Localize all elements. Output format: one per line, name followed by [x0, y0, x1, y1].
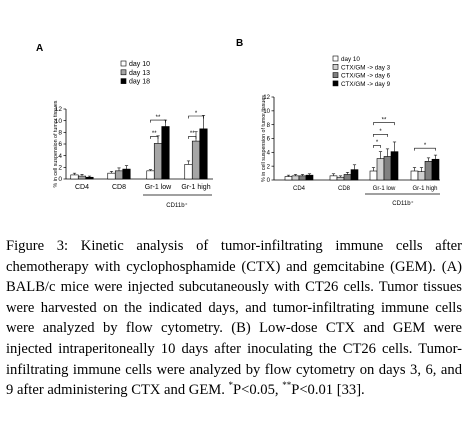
panel-a-bar — [85, 176, 94, 180]
panel-b-category-label: CD4 — [293, 186, 306, 192]
panel-b-y-tick-label: 4 — [267, 151, 271, 157]
panel-a-significance-bracket — [150, 119, 166, 123]
panel-b-bar — [431, 158, 440, 181]
panel-a-y-tick-label: 0 — [58, 176, 62, 183]
panel-b-y-tick-label: 2 — [267, 164, 271, 170]
panel-b-bar — [350, 169, 359, 181]
panel-a-y-tick-label: 2 — [58, 165, 62, 172]
panel-a-significance-bracket — [150, 136, 159, 139]
panel-a-y-tick-label: 12 — [55, 106, 63, 113]
figure-caption: Figure 3: Kinetic analysis of tumor-infi… — [6, 236, 462, 401]
panel-a-significance-mark: ** — [190, 131, 195, 137]
panel-a-significance-mark: ** — [152, 131, 157, 137]
panel-a-category-label: CD4 — [75, 184, 89, 191]
panel-a-bar — [184, 164, 193, 180]
panel-b-significance-bracket — [373, 134, 388, 137]
panel-b-legend-entry: day 10 — [341, 56, 360, 63]
panel-b-legend-entry: CTX/GM -> day 6 — [341, 73, 391, 80]
panel-a-group-label: CD11b⁺ — [166, 202, 187, 209]
panel-b-bar — [298, 175, 307, 181]
panel-a-bar — [77, 175, 87, 180]
panel-a-bar — [122, 168, 131, 180]
panel-b-bar — [305, 174, 314, 181]
caption-lead: Figure 3: — [6, 238, 69, 254]
panel-b-y-axis-label: % in cell suspension of tumor tissues — [261, 95, 267, 182]
panel-b-category-label: Gr-1 low — [373, 186, 396, 192]
panel-a-legend-entry: day 18 — [129, 79, 150, 86]
panel-a-legend-swatch — [120, 69, 127, 76]
panel-b-bar — [376, 158, 385, 181]
panel-a-bar — [191, 140, 201, 180]
panel-b-y-tick-label: 0 — [267, 178, 271, 184]
panel-b-bar — [390, 151, 399, 181]
panel-b-label: B — [236, 38, 243, 49]
panel-b-significance-bracket — [373, 145, 381, 148]
caption-sig1-text: P<0.05, — [233, 382, 283, 399]
panel-b-y-tick-label: 8 — [267, 123, 271, 129]
panel-b-significance-bracket — [414, 147, 436, 151]
panel-a-bar — [70, 174, 79, 180]
panel-a-legend-entry: day 10 — [129, 61, 150, 68]
panel-b-category-label: Gr-1 high — [412, 186, 437, 192]
panel-a-bar — [153, 143, 163, 180]
panel-b-bar — [383, 156, 392, 181]
panel-b-legend-swatch — [332, 72, 339, 78]
panel-a-legend-swatch — [120, 78, 127, 84]
panel-b-legend-entry: CTX/GM -> day 9 — [341, 81, 391, 88]
panel-b-category-label: CD8 — [338, 186, 351, 192]
panel-b-significance-mark: * — [424, 143, 427, 149]
panel-a-category-label: CD8 — [112, 184, 126, 191]
panel-a-significance-bracket — [188, 115, 204, 119]
panel-a-y-tick-label: 10 — [55, 118, 63, 125]
panel-a-bar — [146, 170, 155, 180]
panel-a-significance-mark: ** — [156, 115, 161, 121]
panel-a-significance-mark: * — [195, 111, 198, 117]
caption-sig2-mark: ** — [282, 380, 292, 391]
panel-b-significance-bracket — [373, 122, 395, 126]
panel-b-bar — [424, 161, 433, 181]
panel-b-bar — [329, 175, 338, 181]
panel-b-bar — [343, 174, 352, 181]
panel-b-legend-swatch — [332, 64, 339, 70]
panel-b-significance-mark: * — [376, 140, 379, 146]
panel-a-y-tick-label: 4 — [58, 153, 62, 160]
panel-a-category-label: Gr-1 low — [145, 184, 172, 191]
caption-body: Kinetic analysis of tumor-infiltrating i… — [6, 238, 463, 399]
panel-a-bar — [161, 126, 170, 180]
panel-b-y-tick-label: 10 — [263, 109, 270, 115]
panel-b-significance-mark: * — [379, 129, 382, 135]
panel-b-bar — [284, 176, 293, 181]
panel-b-bar — [336, 176, 345, 181]
panel-b-significance-mark: ** — [382, 117, 387, 123]
panel-b-y-tick-label: 12 — [263, 95, 270, 101]
panel-a-bar — [114, 170, 124, 180]
panel-b-bar — [410, 170, 419, 181]
panel-a-bar — [107, 172, 116, 180]
caption-sig2-text: P<0.01 [33]. — [291, 382, 365, 399]
panel-b-legend-entry: CTX/GM -> day 3 — [341, 64, 391, 71]
panel-a-y-tick-label: 6 — [58, 141, 62, 148]
panel-a-y-axis-label: % in cell suspension of tumor tissues — [53, 100, 59, 187]
panel-a-legend-swatch — [120, 60, 127, 67]
panel-a-y-tick-label: 8 — [58, 130, 62, 137]
panel-b-y-tick-label: 6 — [267, 137, 271, 143]
panel-a-bar — [199, 128, 208, 180]
panel-a-category-label: Gr-1 high — [181, 184, 210, 191]
panel-b-group-label: CD11b⁺ — [392, 200, 413, 207]
panel-b-legend-swatch — [332, 80, 339, 87]
panel-b-bar — [291, 175, 300, 181]
panel-a-legend-entry: day 13 — [129, 70, 150, 77]
caption-sig1-mark: * — [228, 380, 234, 391]
panel-b-bar — [417, 171, 426, 181]
panel-a-label: A — [36, 43, 43, 54]
panel-b-bar — [369, 170, 378, 181]
panel-a-significance-bracket — [188, 136, 197, 139]
panel-b-legend-swatch — [332, 55, 339, 62]
